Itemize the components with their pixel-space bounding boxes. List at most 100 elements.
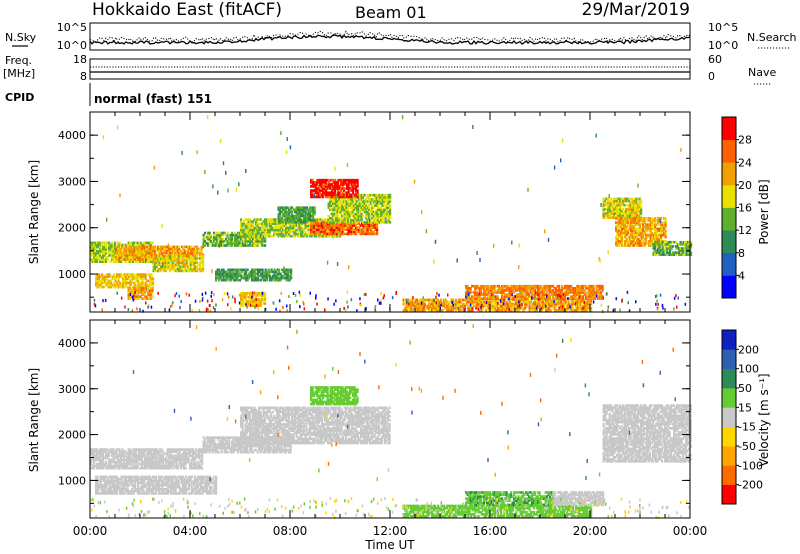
echo-cell	[417, 302, 420, 306]
noise-panel-frame	[89, 22, 691, 51]
echo-cell	[558, 284, 561, 288]
echo-cell	[341, 230, 344, 234]
echo-cell	[335, 226, 338, 229]
echo-cell	[199, 263, 202, 266]
echo-cell	[329, 193, 332, 197]
echo-cell	[148, 243, 151, 247]
echo-cell	[314, 195, 317, 199]
echo-cell	[102, 277, 105, 281]
echo-cell	[458, 300, 461, 304]
echo-cell	[336, 214, 339, 218]
echo-cell	[604, 197, 607, 201]
echo-cell	[480, 284, 483, 288]
echo-cell	[484, 289, 487, 292]
echo-cell	[232, 240, 235, 243]
echo-cell	[119, 247, 122, 251]
echo-cell	[347, 208, 350, 212]
echo-cell	[202, 261, 205, 264]
echo-cell	[291, 218, 294, 222]
echo-cell	[664, 247, 667, 250]
echo-cell	[657, 245, 660, 248]
echo-cell	[663, 253, 666, 256]
echo-cell	[101, 281, 104, 285]
echo-cell	[548, 302, 551, 306]
echo-cell	[496, 295, 499, 298]
echo-cell	[225, 237, 228, 241]
echo-cell	[592, 293, 595, 296]
echo-cell	[362, 193, 365, 197]
echo-cell	[191, 257, 194, 260]
echo-cell	[267, 274, 270, 278]
echo-cell	[620, 197, 623, 201]
echo-cell	[211, 244, 214, 247]
echo-cell	[667, 251, 670, 254]
echo-cell	[532, 287, 535, 290]
echo-cell	[307, 228, 310, 232]
echo-cell	[487, 289, 490, 292]
echo-cell	[361, 232, 364, 236]
echo-cell	[374, 196, 377, 199]
echo-cell	[258, 226, 261, 230]
echo-cell	[158, 251, 161, 255]
echo-cell	[221, 274, 224, 278]
echo-cell	[181, 269, 184, 273]
echo-cell	[286, 221, 289, 224]
echo-cell	[238, 240, 241, 243]
echo-cell	[501, 293, 504, 296]
echo-cell	[618, 217, 621, 220]
echo-cell	[328, 185, 331, 188]
echo-cell	[669, 245, 672, 248]
echo-cell	[255, 240, 258, 243]
echo-cell	[100, 260, 103, 263]
echo-cell	[246, 274, 249, 278]
echo-cell	[663, 225, 666, 228]
echo-cell	[544, 289, 547, 292]
echo-cell	[194, 259, 197, 262]
echo-cell	[498, 287, 501, 290]
echo-cell	[341, 204, 344, 207]
echo-cell	[285, 206, 288, 209]
echo-cell	[332, 221, 335, 224]
echo-cell	[540, 287, 543, 290]
echo-cell	[477, 302, 480, 306]
echo-cell	[98, 279, 101, 283]
echo-cell	[534, 293, 537, 296]
echo-cell	[431, 306, 434, 310]
echo-cell	[126, 273, 129, 276]
echo-cell	[675, 247, 678, 250]
echo-cell	[246, 222, 249, 225]
echo-cell	[133, 287, 136, 290]
echo-cell	[502, 291, 505, 294]
echo-cell	[196, 257, 199, 260]
echo-cell	[654, 243, 657, 246]
echo-cell	[331, 191, 334, 194]
echo-cell	[313, 218, 316, 222]
echo-cell	[335, 218, 338, 222]
echo-cell	[483, 291, 486, 294]
echo-cell	[658, 237, 661, 241]
echo-cell	[492, 293, 495, 296]
echo-cell	[130, 241, 133, 245]
echo-cell	[549, 302, 552, 306]
echo-cell	[516, 295, 519, 298]
echo-cell	[335, 185, 338, 188]
echo-cell	[645, 225, 648, 228]
echo-cell	[313, 183, 316, 186]
echo-cell	[362, 232, 365, 236]
echo-cell	[202, 259, 205, 262]
echo-cell	[323, 189, 326, 192]
echo-cell	[510, 304, 513, 308]
echo-cell	[344, 208, 347, 212]
echo-cell	[270, 276, 273, 280]
echo-cell	[626, 197, 629, 201]
echo-cell	[526, 284, 529, 288]
echo-cell	[386, 214, 389, 218]
echo-cell	[567, 304, 570, 308]
echo-cell	[207, 237, 210, 241]
echo-cell	[504, 295, 507, 298]
echo-cell	[369, 198, 372, 201]
echo-cell	[643, 237, 646, 241]
echo-cell	[219, 274, 222, 278]
echo-cell	[264, 244, 267, 247]
echo-cell	[282, 224, 285, 228]
